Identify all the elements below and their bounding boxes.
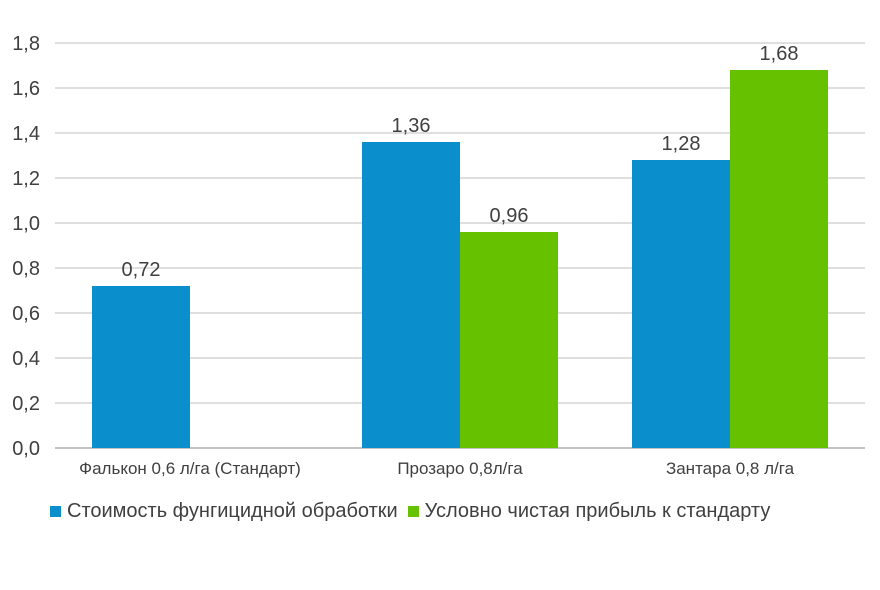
legend-label-cost: Стоимость фунгицидной обработки [67,500,398,522]
data-label: 0,96 [490,205,529,227]
y-tick-label: 0,6 [12,303,40,325]
x-tick-label: Зантара 0,8 л/га [666,459,795,478]
bar-cost [632,160,730,448]
legend-item-profit: Условно чистая прибыль к стандарту [407,500,771,523]
bar-profit [460,232,558,448]
y-tick-label: 1,2 [12,168,40,190]
y-tick-label: 1,8 [12,33,40,55]
y-tick-label: 0,8 [12,258,40,280]
data-labels: 0,72 1,36 0,96 1,28 1,68 [122,43,799,281]
bar-cost [92,286,190,448]
data-label: 0,72 [122,259,161,281]
bar-cost [362,142,460,448]
bar-profit [730,70,828,448]
x-tick-label: Фалькон 0,6 л/га (Стандарт) [79,459,301,478]
legend-swatch-cost [50,506,61,517]
y-tick-label: 0,4 [12,348,40,370]
bars [92,70,828,448]
data-label: 1,68 [760,43,799,65]
y-tick-label: 0,0 [12,438,40,460]
data-label: 1,36 [392,115,431,137]
data-label: 1,28 [662,133,701,155]
y-axis: 0,0 0,2 0,4 0,6 0,8 1,0 1,2 1,4 1,6 1,8 [12,33,40,460]
legend: Стоимость фунгицидной обработки Условно … [50,500,780,523]
legend-swatch-profit [407,506,419,517]
y-tick-label: 1,4 [12,123,40,145]
legend-label-profit: Условно чистая прибыль к стандарту [424,500,771,522]
y-tick-label: 1,6 [12,78,40,100]
y-tick-label: 1,0 [12,213,40,235]
x-tick-label: Прозаро 0,8л/га [397,459,523,478]
legend-item-cost: Стоимость фунгицидной обработки [50,500,398,523]
y-tick-label: 0,2 [12,393,40,415]
x-axis: Фалькон 0,6 л/га (Стандарт) Прозаро 0,8л/… [79,459,794,478]
